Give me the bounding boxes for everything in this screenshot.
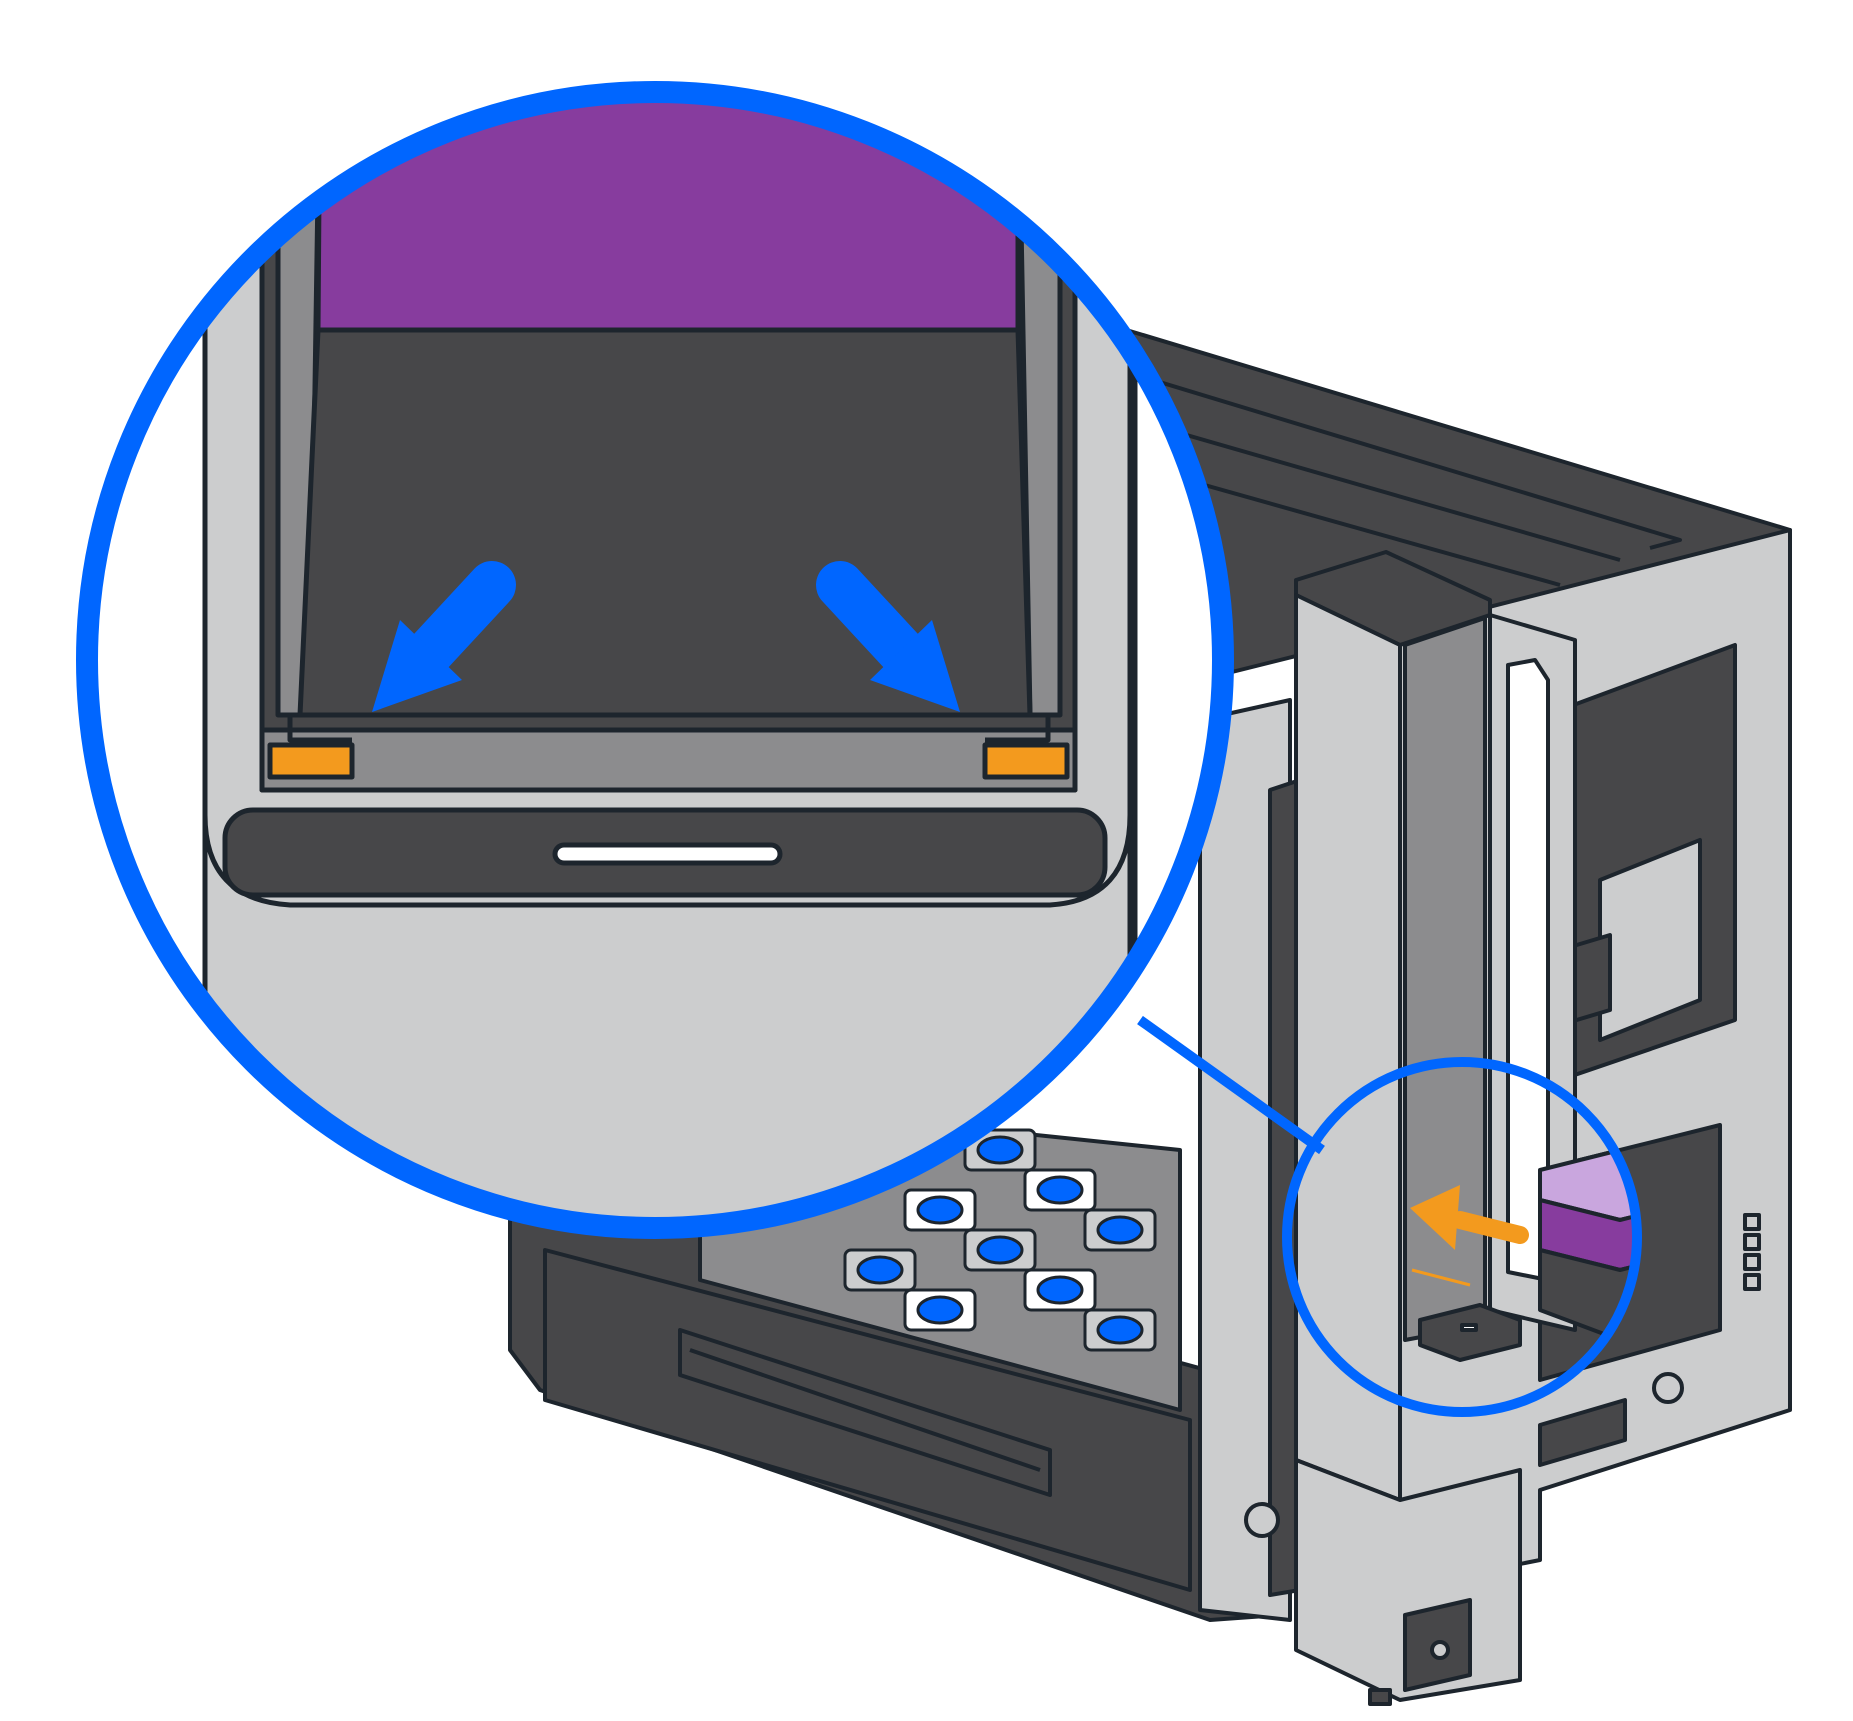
- blue-well: [1096, 1315, 1144, 1345]
- blue-well: [1096, 1215, 1144, 1245]
- slot-bottom-shelf: [259, 727, 1078, 793]
- side-screw: [1652, 1372, 1684, 1404]
- instrument-front-frame: [1198, 698, 1292, 1622]
- right-orange-tab: [982, 742, 1070, 780]
- lid-groove: [1119, 368, 1682, 550]
- zoom-callout: [202, 92, 1138, 1228]
- small-callout-ring: [1282, 1057, 1642, 1417]
- handle-slot: [552, 842, 783, 866]
- drawer-handle-edge: [689, 1348, 1041, 1472]
- foot-peg: [1368, 1688, 1392, 1706]
- blue-well: [1036, 1275, 1084, 1305]
- orange-guide-line: [1411, 1268, 1471, 1287]
- cartridge-top-cap: [1418, 1303, 1522, 1362]
- foot-screw: [1430, 1640, 1450, 1660]
- right-alignment-arrow: [816, 561, 960, 712]
- blue-well: [916, 1195, 964, 1225]
- ledge-right: [985, 715, 1051, 743]
- drawer-handle: [678, 1328, 1052, 1497]
- tower-rail-slot: [1506, 658, 1550, 1282]
- small-callout-detail: [1410, 1148, 1637, 1342]
- front-screw: [1244, 1502, 1280, 1538]
- lower-slot: [1538, 1398, 1627, 1467]
- blue-well: [916, 1295, 964, 1325]
- vent-slots: [1743, 1213, 1761, 1291]
- insert-arrow: [1410, 1185, 1529, 1250]
- cartridge-holder-tower: [1294, 550, 1577, 1706]
- cartridge-label-slit: [1460, 1323, 1478, 1332]
- callout-connector: [1137, 1015, 1325, 1155]
- blue-well: [976, 1135, 1024, 1165]
- left-alignment-arrow: [372, 561, 516, 712]
- blue-well: [1036, 1175, 1084, 1205]
- left-orange-tab: [267, 742, 355, 780]
- callout-ring: [76, 81, 1234, 1239]
- ledge-left: [287, 715, 352, 743]
- blue-well: [856, 1255, 904, 1285]
- sample-wells: [843, 1128, 1157, 1352]
- blue-well: [976, 1235, 1024, 1265]
- cartridge-dark-body: [1538, 1248, 1637, 1342]
